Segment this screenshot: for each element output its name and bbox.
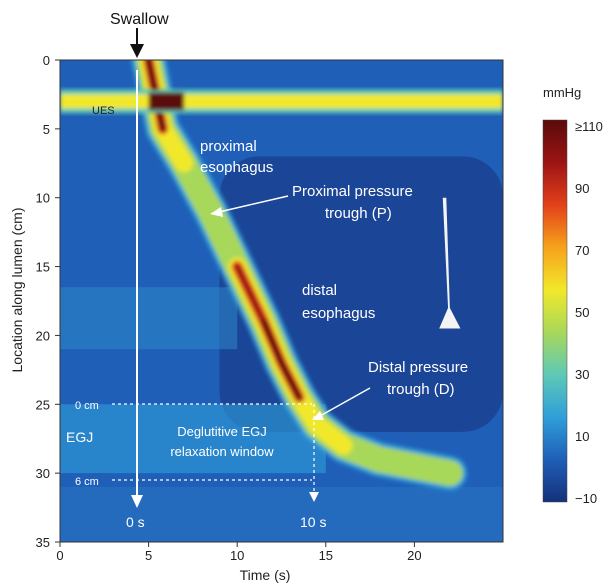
colorbar-tick-label: 50 xyxy=(575,305,589,320)
six-cm-label: 6 cm xyxy=(75,476,99,488)
proximal-trough-label: Proximal pressure trough (P) xyxy=(292,183,413,222)
relaxation-window-label: Deglutitive EGJ relaxation window xyxy=(170,424,274,459)
colorbar-tick-label: ≥110 xyxy=(575,119,603,134)
x-axis-label: Time (s) xyxy=(240,567,291,583)
y-tick-label: 0 xyxy=(43,53,50,68)
colorbar-tick-label: 90 xyxy=(575,181,589,196)
zero-s-label: 0 s xyxy=(126,514,145,530)
distal-esophagus-label: distal esophagus xyxy=(302,282,375,322)
proximal-trough-arrow-head xyxy=(210,207,223,217)
x-tick-label: 15 xyxy=(319,548,333,563)
x-tick-label: 20 xyxy=(407,548,421,563)
y-tick-label: 5 xyxy=(43,122,50,137)
contraction-front-peak xyxy=(234,263,267,325)
colorbar-tick-label: 30 xyxy=(575,367,589,382)
egj-band xyxy=(60,404,326,474)
proximal-trough-arrow xyxy=(218,195,289,213)
swallow-label: Swallow xyxy=(110,11,169,28)
heatmap-layers xyxy=(60,60,503,542)
y-tick-label: 35 xyxy=(36,535,50,550)
contraction-front-segment xyxy=(153,119,194,173)
colorbar-unit-label: mmHg xyxy=(543,85,581,100)
y-axis: 0 5 10 15 20 25 30 35 xyxy=(36,53,60,550)
ues-band xyxy=(60,89,503,114)
distal-trough-label: Distal pressure trough (D) xyxy=(368,359,468,398)
swallow-time-arrow-head xyxy=(131,495,143,508)
egj-label: EGJ xyxy=(66,429,93,445)
artifact-spike xyxy=(439,197,461,329)
ues-label: UES xyxy=(92,105,115,117)
colorbar-ticks: ≥110 90 70 50 30 10 −10 xyxy=(575,119,603,506)
colorbar xyxy=(542,119,568,503)
x-tick-label: 5 xyxy=(145,548,152,563)
swallow-arrow-head xyxy=(130,44,144,58)
ten-s-label: 10 s xyxy=(300,514,326,530)
distal-trough-arrow-head xyxy=(312,411,324,420)
contraction-front xyxy=(131,60,467,491)
y-tick-label: 20 xyxy=(36,328,50,343)
y-tick-label: 25 xyxy=(36,397,50,412)
y-tick-label: 30 xyxy=(36,466,50,481)
colorbar-tick-label: −10 xyxy=(575,491,597,506)
colorbar-tick-label: 70 xyxy=(575,243,589,258)
contraction-front-peak xyxy=(260,318,285,366)
ten-s-arrow-head xyxy=(309,492,319,502)
x-tick-label: 10 xyxy=(230,548,244,563)
proximal-esophagus-label: proximal esophagus xyxy=(200,138,273,176)
contraction-front-peak xyxy=(278,359,303,401)
plot-area xyxy=(59,59,504,543)
ues-band-core xyxy=(60,94,503,109)
ues-band-peak xyxy=(148,92,185,111)
y-tick-label: 15 xyxy=(36,260,50,275)
contraction-front-segment xyxy=(307,415,353,455)
mid-esophagus-band xyxy=(60,287,238,350)
colorbar-tick-label: 10 xyxy=(575,429,589,444)
zero-cm-label: 0 cm xyxy=(75,400,99,412)
y-axis-label: Location along lumen (cm) xyxy=(9,208,25,373)
distal-trough-arrow xyxy=(319,387,371,417)
x-axis: 0 5 10 15 20 xyxy=(56,542,422,563)
x-tick-label: 0 xyxy=(56,548,63,563)
contraction-front-segment xyxy=(401,453,463,487)
y-tick-label: 10 xyxy=(36,191,50,206)
plot-frame xyxy=(59,59,504,543)
